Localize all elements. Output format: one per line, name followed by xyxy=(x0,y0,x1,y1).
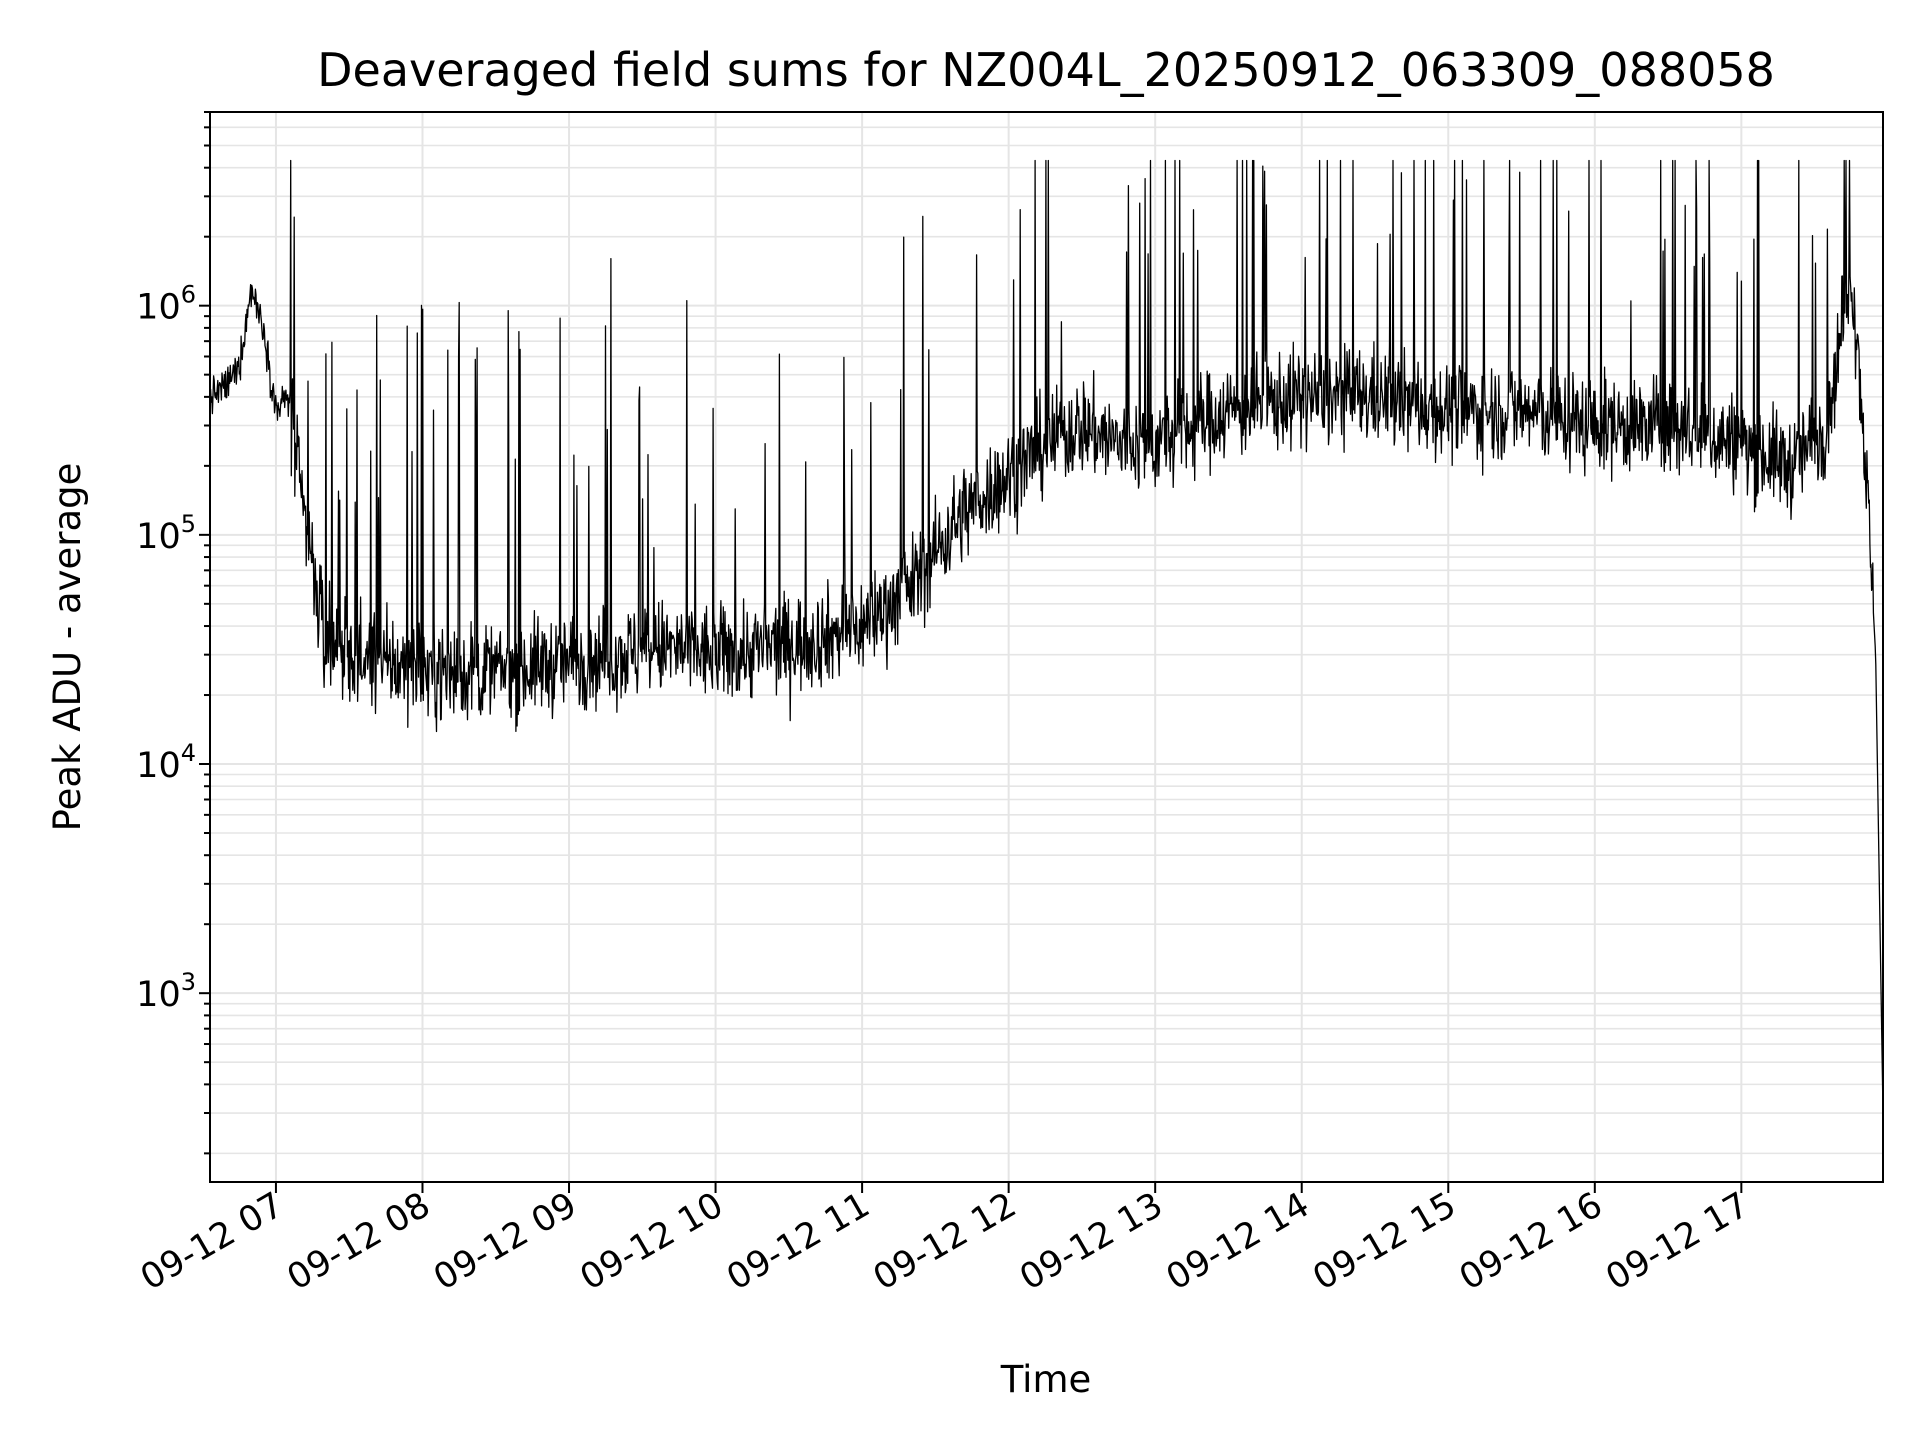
y-tick-label: 104 xyxy=(136,739,196,786)
x-tick-label: 09-12 09 xyxy=(427,1185,583,1298)
y-axis-label: Peak ADU - average xyxy=(46,463,89,832)
x-tick-label: 09-12 11 xyxy=(720,1185,876,1298)
x-tick-label: 09-12 14 xyxy=(1160,1185,1316,1298)
x-axis-label: Time xyxy=(1000,1358,1092,1401)
y-axis: 103 104 105 106 xyxy=(136,111,210,1155)
series-line xyxy=(209,159,1884,1114)
x-tick-label: 09-12 07 xyxy=(134,1185,290,1298)
x-tick-label: 09-12 16 xyxy=(1453,1185,1609,1298)
y-tick-label: 106 xyxy=(136,281,196,328)
x-tick-label: 09-12 15 xyxy=(1306,1185,1462,1298)
y-tick-label: 103 xyxy=(136,968,196,1015)
grid xyxy=(210,111,1883,1182)
x-tick-label: 09-12 12 xyxy=(867,1185,1023,1298)
plot-frame xyxy=(209,111,1884,1183)
x-tick-label: 09-12 17 xyxy=(1600,1185,1756,1298)
x-tick-label: 09-12 13 xyxy=(1013,1185,1169,1298)
x-tick-label: 09-12 10 xyxy=(574,1185,730,1298)
y-tick-label: 105 xyxy=(136,510,196,557)
x-tick-label: 09-12 08 xyxy=(281,1185,437,1298)
chart-title: Deaveraged field sums for NZ004L_2025091… xyxy=(317,43,1775,97)
